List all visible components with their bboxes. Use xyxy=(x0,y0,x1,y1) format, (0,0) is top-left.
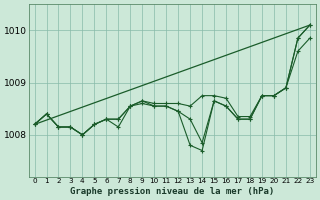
X-axis label: Graphe pression niveau de la mer (hPa): Graphe pression niveau de la mer (hPa) xyxy=(70,187,274,196)
